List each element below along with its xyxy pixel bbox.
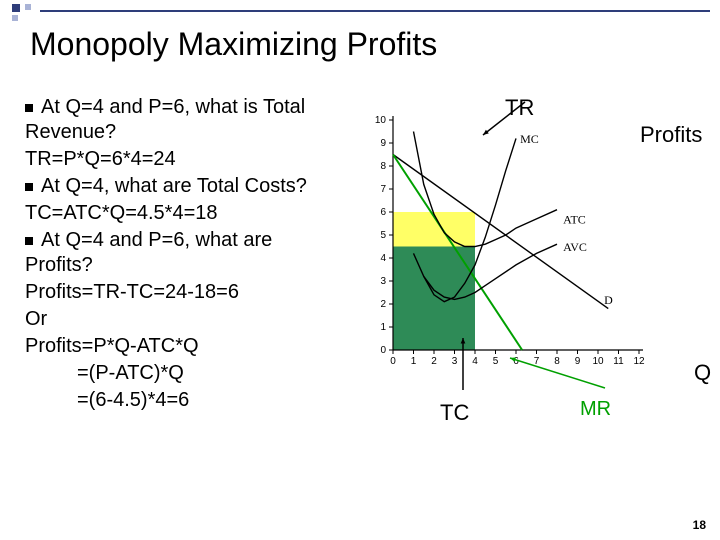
bullet-2: At Q=4, what are Total Costs?	[41, 175, 307, 197]
formula-profits: Profits=TR-TC=24-18=6	[25, 280, 325, 305]
svg-text:0: 0	[380, 345, 386, 356]
slide-title: Monopoly Maximizing Profits	[30, 26, 437, 63]
bullet-1: At Q=4 and P=6, what is Total Revenue?	[25, 96, 305, 143]
svg-text:11: 11	[613, 356, 624, 367]
slide-header-decoration	[0, 0, 720, 22]
svg-text:10: 10	[592, 356, 604, 367]
formula-tr: TR=P*Q=6*4=24	[25, 147, 325, 172]
formula-alt3: =(6-4.5)*4=6	[25, 388, 325, 413]
svg-text:4: 4	[472, 356, 478, 367]
svg-text:9: 9	[575, 356, 581, 367]
svg-text:2: 2	[431, 356, 437, 367]
tc-annotation: TC	[440, 400, 469, 426]
bullet-3: At Q=4 and P=6, what are Profits?	[25, 229, 272, 276]
svg-text:6: 6	[380, 207, 386, 218]
formula-alt1: Profits=P*Q-ATC*Q	[25, 334, 325, 359]
svg-text:1: 1	[380, 322, 386, 333]
svg-text:5: 5	[380, 230, 386, 241]
svg-text:3: 3	[452, 356, 458, 367]
svg-text:10: 10	[375, 115, 387, 126]
slide-number: 18	[693, 518, 706, 532]
svg-text:4: 4	[380, 253, 386, 264]
svg-text:3: 3	[380, 276, 386, 287]
svg-text:MC: MC	[520, 132, 539, 146]
svg-text:0: 0	[390, 356, 396, 367]
svg-text:ATC: ATC	[563, 213, 586, 227]
svg-text:7: 7	[380, 184, 386, 195]
q-axis-annotation: Q	[694, 360, 711, 386]
svg-text:12: 12	[633, 356, 645, 367]
mr-annotation: MR	[580, 398, 611, 421]
svg-text:D: D	[604, 293, 613, 307]
tr-annotation: TR	[505, 95, 534, 121]
svg-text:2: 2	[380, 299, 386, 310]
profits-annotation: Profits	[640, 122, 702, 148]
svg-text:5: 5	[493, 356, 499, 367]
bullet-text-block: At Q=4 and P=6, what is Total Revenue? T…	[25, 95, 325, 415]
formula-alt2: =(P-ATC)*Q	[25, 361, 325, 386]
svg-text:9: 9	[380, 138, 386, 149]
svg-text:8: 8	[554, 356, 560, 367]
svg-text:1: 1	[411, 356, 417, 367]
svg-text:AVC: AVC	[563, 240, 587, 254]
formula-or: Or	[25, 307, 325, 332]
formula-tc: TC=ATC*Q=4.5*4=18	[25, 201, 325, 226]
svg-text:8: 8	[380, 161, 386, 172]
